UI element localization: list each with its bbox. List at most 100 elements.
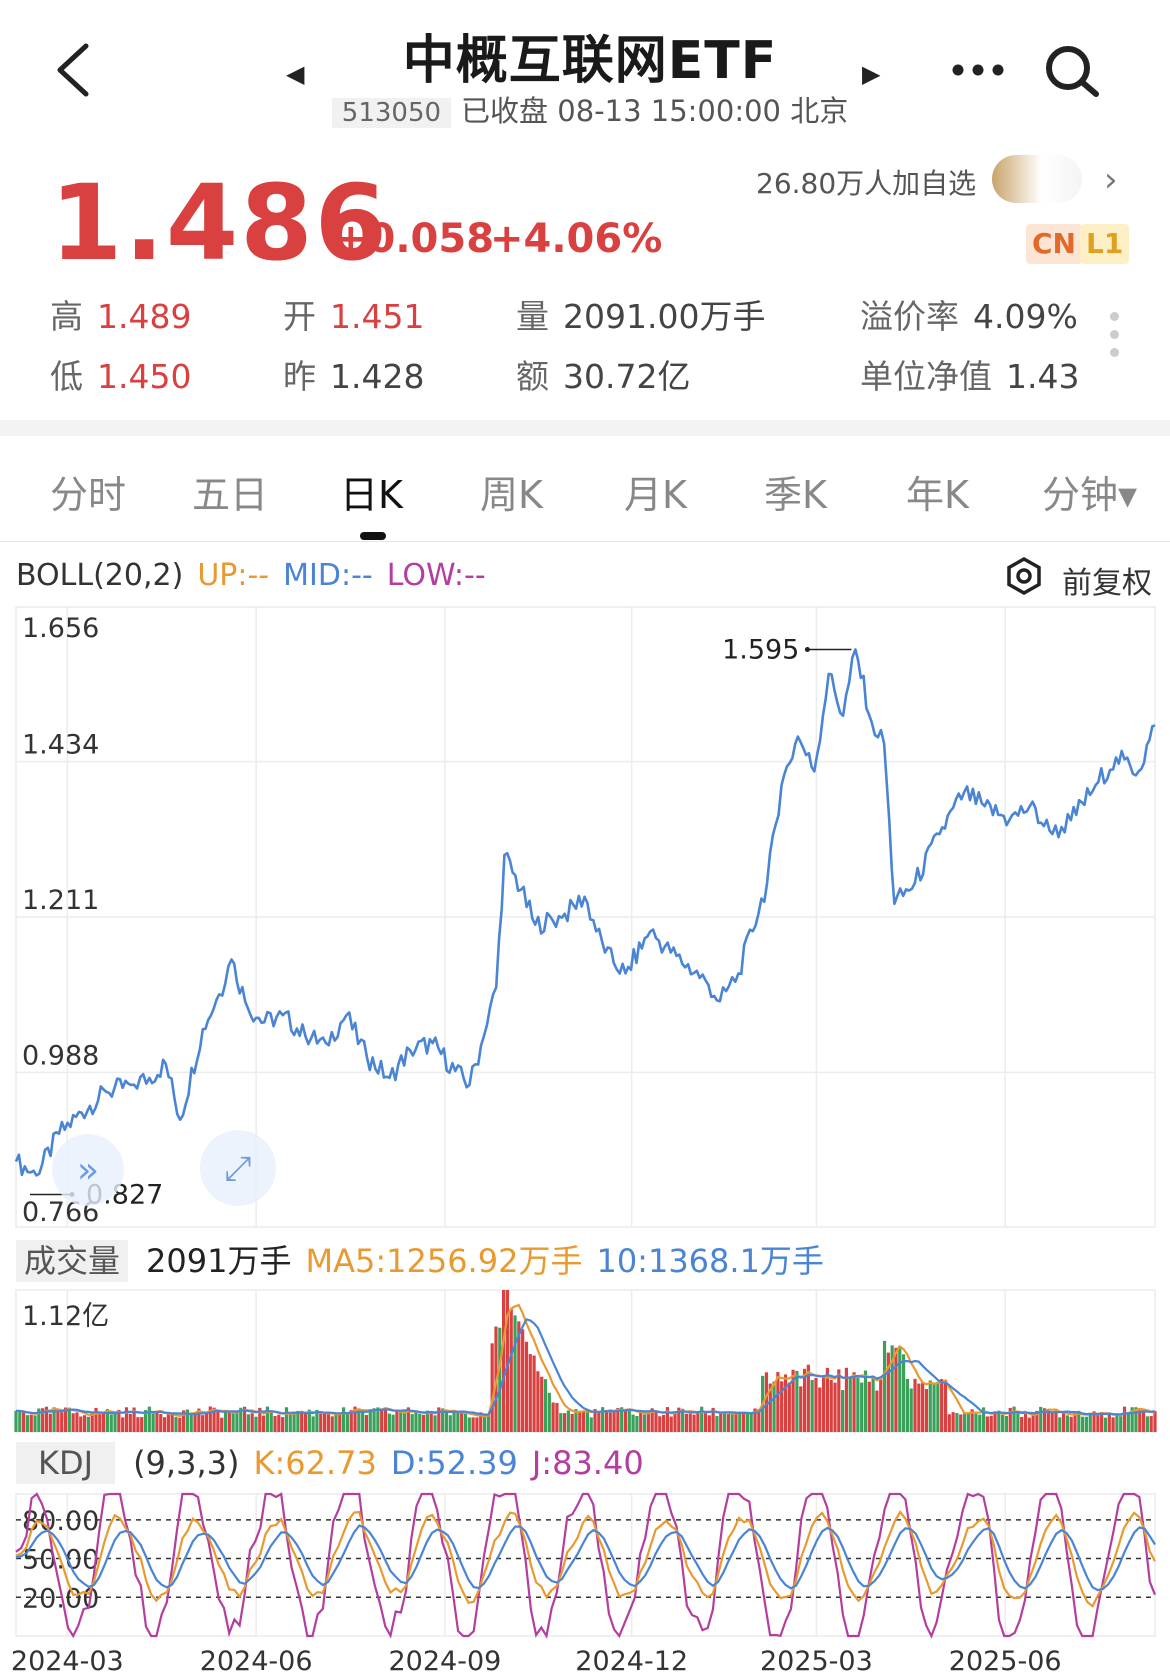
chevron-right-icon[interactable]: › — [1104, 160, 1118, 200]
kdj-legend[interactable]: KDJ (9,3,3) K:62.73 D:52.39 J:83.40 — [16, 1442, 644, 1484]
follower-avatars[interactable] — [992, 155, 1082, 203]
tab-weekly-k[interactable]: 周K — [480, 473, 543, 517]
expand-left-button-bg — [52, 1134, 124, 1206]
volume-bar — [601, 1407, 605, 1432]
volume-bar — [837, 1369, 841, 1432]
volume-bar — [402, 1412, 407, 1432]
volume-bar — [962, 1412, 967, 1432]
volume-bar — [342, 1407, 346, 1432]
volume-bar — [604, 1409, 609, 1432]
volume-bar — [216, 1411, 220, 1432]
volume-ma5: MA5:1256.92万手 — [305, 1242, 583, 1280]
tab-five-day[interactable]: 五日 — [192, 473, 269, 517]
tab-yearly-k[interactable]: 年K — [906, 473, 969, 517]
volume-bar — [1096, 1413, 1100, 1432]
volume-bar — [399, 1412, 403, 1432]
adjust-mode[interactable]: 前复权 — [1062, 566, 1152, 601]
next-security-icon[interactable]: ▶ — [862, 60, 881, 88]
prev-security-icon[interactable]: ◀ — [286, 60, 305, 88]
tab-intraday[interactable]: 分时 — [50, 473, 127, 517]
volume-bar — [132, 1407, 136, 1432]
volume-bar — [391, 1414, 395, 1432]
volume-bar — [757, 1409, 761, 1432]
volume-bar — [841, 1390, 845, 1432]
volume-bar — [322, 1413, 327, 1432]
y-tick-label: 1.656 — [22, 613, 99, 644]
volume-bar — [639, 1410, 643, 1432]
volume-bar — [856, 1377, 860, 1432]
volume-bar — [41, 1408, 45, 1432]
volume-bar — [627, 1409, 631, 1432]
volume-bar — [1042, 1408, 1047, 1432]
volume-bar — [551, 1402, 555, 1432]
tab-quarterly-k[interactable]: 季K — [764, 473, 827, 517]
volume-bar — [452, 1412, 456, 1432]
volume-bar — [136, 1417, 140, 1432]
volume-bar — [1119, 1416, 1123, 1432]
volume-bar — [151, 1413, 155, 1432]
volume-bar — [928, 1380, 932, 1432]
volume-bar — [67, 1407, 71, 1432]
volume-bar — [475, 1417, 479, 1432]
volume-bar — [269, 1412, 273, 1432]
volume-bar — [978, 1414, 982, 1432]
tab-minute[interactable]: 分钟▾ — [1042, 473, 1138, 517]
volume-bar — [258, 1407, 262, 1432]
volume-bar — [1073, 1412, 1077, 1432]
volume-bar — [220, 1417, 224, 1432]
stat-amount-value: 30.72亿 — [563, 357, 691, 396]
volume-bar — [307, 1409, 311, 1432]
volume-bar — [1145, 1416, 1149, 1432]
volume-bar — [387, 1413, 391, 1432]
search-icon[interactable] — [1042, 42, 1102, 102]
volume-bar — [1031, 1412, 1035, 1432]
volume-bar — [242, 1406, 247, 1432]
volume-bar — [189, 1413, 193, 1432]
volume-bar — [844, 1367, 849, 1432]
volume-bar — [121, 1417, 125, 1432]
stat-prev-close: 昨 1.428 — [283, 357, 425, 396]
volume-bar — [524, 1341, 529, 1432]
kdj-d: D:52.39 — [390, 1444, 518, 1482]
settings-hex-icon[interactable] — [1004, 556, 1044, 596]
volume-bar — [734, 1414, 738, 1432]
volume-bar — [513, 1315, 517, 1432]
back-icon[interactable] — [48, 40, 98, 100]
volume-bar — [1100, 1412, 1104, 1432]
volume-bar — [936, 1381, 940, 1432]
volume-bar — [924, 1389, 929, 1432]
volume-bar — [250, 1413, 254, 1432]
volume-bar — [1111, 1417, 1115, 1432]
volume-legend[interactable]: 成交量 2091万手 MA5:1256.92万手 10:1368.1万手 — [16, 1236, 824, 1282]
volume-bar — [155, 1410, 159, 1432]
volume-bar — [1107, 1412, 1111, 1432]
volume-bar — [505, 1290, 510, 1432]
volume-bar — [94, 1407, 98, 1432]
volume-bar — [540, 1376, 544, 1432]
volume-bar — [562, 1413, 567, 1432]
stat-open: 开 1.451 — [283, 297, 425, 336]
volume-bar — [231, 1413, 235, 1432]
boll-legend[interactable]: BOLL(20,2) UP:-- MID:-- LOW:-- — [16, 558, 500, 593]
volume-bar — [951, 1412, 955, 1432]
follow-count[interactable]: 26.80万人加自选 — [756, 167, 977, 200]
volume-bar — [300, 1412, 304, 1432]
volume-bar — [1023, 1414, 1028, 1432]
volume-bar — [273, 1416, 277, 1432]
volume-bar — [174, 1416, 178, 1432]
volume-bar — [959, 1414, 963, 1432]
tab-monthly-k[interactable]: 月K — [624, 473, 687, 517]
volume-bar — [768, 1383, 772, 1432]
period-tabs: 分时 五日 日K 周K 月K 季K 年K 分钟▾ — [0, 456, 1170, 536]
volume-bar — [879, 1376, 883, 1432]
volume-bar — [239, 1407, 243, 1432]
more-stats-icon[interactable] — [1110, 312, 1120, 366]
volume-bar — [616, 1407, 620, 1432]
volume-bar — [166, 1413, 170, 1432]
volume-bar — [608, 1412, 612, 1432]
volume-bar — [315, 1409, 319, 1432]
tab-daily-k[interactable]: 日K — [340, 473, 403, 517]
more-icon[interactable] — [948, 50, 1008, 90]
volume-bar — [1126, 1413, 1130, 1432]
